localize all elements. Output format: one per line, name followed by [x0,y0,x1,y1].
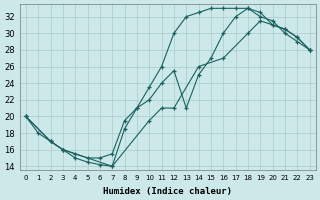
X-axis label: Humidex (Indice chaleur): Humidex (Indice chaleur) [103,187,232,196]
